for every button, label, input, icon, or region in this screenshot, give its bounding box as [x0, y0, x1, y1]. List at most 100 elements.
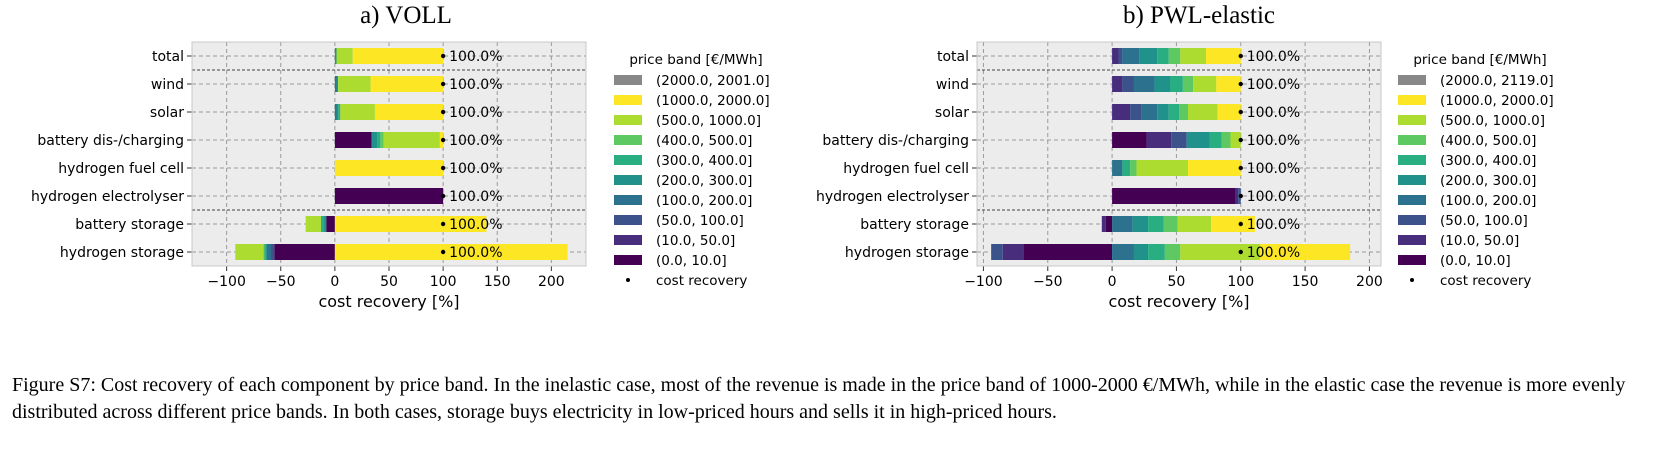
pa-bar-hydrogen-storage-band-5	[264, 244, 266, 260]
pb-bar-total-band-5	[1157, 48, 1169, 64]
pb-bar-hydrogen-storage-band-5	[1148, 244, 1165, 260]
pa-x-tick-label: 100	[430, 274, 457, 290]
pb-bar-solar-band-8	[1217, 104, 1241, 120]
pa-bar-hydrogen-storage-band-0	[274, 244, 335, 260]
pb-bar-solar-band-4	[1157, 104, 1169, 120]
pb-bar-wind-band-7	[1193, 76, 1217, 92]
pa-legend-entry: (200.0, 300.0]	[656, 173, 752, 189]
pa-bar-wind-band-4	[336, 76, 339, 92]
pb-legend-title: price band [€/MWh]	[1413, 52, 1546, 68]
pb-bar-battery-dis-charging-band-5	[1209, 132, 1222, 148]
pb-bar-battery-storage-band-7	[1177, 216, 1212, 232]
pb-bar-battery-dis-charging-band-4	[1186, 132, 1210, 148]
pb-legend-entry: (50.0, 100.0]	[1440, 213, 1528, 229]
pb-legend-entry: (500.0, 1000.0]	[1440, 113, 1545, 129]
pb-legend-entry: (1000.0, 2000.0]	[1440, 93, 1554, 109]
pb-bar-total-band-8	[1206, 48, 1241, 64]
pa-cost-recovery-marker	[440, 109, 446, 115]
pb-bar-hydrogen-storage-band-2	[991, 244, 1003, 260]
pb-cost-recovery-marker	[1238, 221, 1243, 227]
pa-legend-swatch	[614, 135, 642, 145]
pa-bar-hydrogen-fuel-cell-band-8	[334, 160, 444, 176]
panel-voll: −100 −50 0 50 100 150 200 total wind solar battery…	[31, 2, 770, 311]
pb-bar-hydrogen-fuel-cell-band-6	[1130, 160, 1137, 176]
pa-legend-entry: (10.0, 50.0]	[656, 233, 735, 249]
pa-category-label-solar: solar	[150, 105, 184, 121]
pa-bar-battery-storage-band-0	[326, 216, 335, 232]
pa-cost-recovery-marker	[440, 249, 446, 255]
pa-cost-recovery-label: 100.0%	[449, 245, 502, 261]
pb-legend-swatch	[1398, 95, 1426, 105]
pb-bar-battery-storage-band-0	[1105, 216, 1113, 232]
pb-bar-hydrogen-storage-band-0	[1023, 244, 1113, 260]
pa-cost-recovery-label: 100.0%	[449, 77, 502, 93]
pb-bar-wind-band-8	[1216, 76, 1241, 92]
pa-cost-recovery-marker	[440, 193, 446, 199]
pb-bar-hydrogen-storage-band-1	[1002, 244, 1024, 260]
pa-bar-battery-dis-charging-band-7	[383, 132, 440, 148]
pb-bar-solar-band-5	[1168, 104, 1179, 120]
pb-legend-swatch	[1398, 135, 1426, 145]
pb-legend-swatch	[1398, 215, 1426, 225]
pa-cost-recovery-marker	[440, 81, 446, 87]
pb-legend-swatch	[1398, 255, 1426, 265]
pb-cost-recovery-marker	[1238, 137, 1243, 143]
pa-bar-hydrogen-storage-band-8	[334, 244, 568, 260]
pb-bar-hydrogen-fuel-cell-band-5	[1122, 160, 1131, 176]
pa-bar-solar-band-4	[336, 104, 339, 120]
pa-x-tick-label: 150	[484, 274, 511, 290]
pa-bar-wind-band-7	[338, 76, 371, 92]
pa-bar-battery-dis-charging-band-4	[371, 132, 378, 148]
pb-bar-battery-storage-band-8	[1211, 216, 1255, 232]
pa-bar-battery-storage-band-8	[334, 216, 487, 232]
pb-bar-hydrogen-storage-band-4	[1133, 244, 1149, 260]
pa-bar-hydrogen-storage-band-2	[271, 244, 275, 260]
pb-bar-wind-band-3	[1133, 76, 1155, 92]
pa-bar-hydrogen-storage-band-4	[265, 244, 267, 260]
pb-x-tick-label: 150	[1292, 274, 1319, 290]
pb-cost-recovery-label: 100.0%	[1247, 105, 1300, 121]
pb-legend-swatch	[1398, 155, 1426, 165]
pa-legend-entry: (500.0, 1000.0]	[656, 113, 761, 129]
pb-bar-hydrogen-storage-band-8	[1260, 244, 1351, 260]
pa-bar-total-band-3	[334, 48, 336, 64]
pb-bar-wind-band-6	[1182, 76, 1194, 92]
pb-chart-title: b) PWL-elastic	[1123, 2, 1275, 29]
pa-legend-swatch	[614, 235, 642, 245]
pb-bar-hydrogen-fuel-cell-band-8	[1188, 160, 1241, 176]
pa-legend-swatch	[614, 195, 642, 205]
pa-legend-entry: (0.0, 10.0]	[656, 253, 727, 269]
pb-bar-solar-band-3	[1141, 104, 1158, 120]
figure-caption: Figure S7: Cost recovery of each compone…	[12, 374, 1626, 423]
pb-bar-battery-dis-charging-band-1	[1146, 132, 1172, 148]
pa-legend-entry: (2000.0, 2001.0]	[656, 73, 770, 89]
pa-legend-entry-cost-recovery: cost recovery	[656, 273, 747, 289]
pa-legend-swatch	[614, 155, 642, 165]
cost-recovery-figure: −100 −50 0 50 100 150 200 total wind solar battery…	[31, 2, 1554, 311]
pb-x-tick-label: −100	[964, 274, 1002, 290]
pb-bar-total-band-4	[1139, 48, 1158, 64]
pb-cost-recovery-marker	[1238, 53, 1243, 59]
pb-cost-recovery-label: 100.0%	[1247, 245, 1300, 261]
pa-bar-solar-band-7	[340, 104, 375, 120]
pa-legend-entry: (400.0, 500.0]	[656, 133, 752, 149]
pa-category-label-total: total	[152, 49, 184, 65]
pa-x-tick-label: 0	[330, 274, 339, 290]
pb-legend-entry: (100.0, 200.0]	[1440, 193, 1536, 209]
pb-category-label-hydrogen-storage: hydrogen storage	[845, 245, 969, 261]
pa-bar-solar-band-8	[374, 104, 444, 120]
pa-bar-battery-storage-band-4	[324, 216, 327, 232]
pb-bar-hydrogen-storage-band-3	[1112, 244, 1134, 260]
pb-legend-entry: (2000.0, 2119.0]	[1440, 73, 1554, 89]
pa-bar-hydrogen-storage-band-7	[235, 244, 264, 260]
pb-legend-entry: (10.0, 50.0]	[1440, 233, 1519, 249]
pb-bar-battery-storage-band-4	[1132, 216, 1149, 232]
pb-legend-swatch	[1398, 115, 1426, 125]
pa-legend-entry: (300.0, 400.0]	[656, 153, 752, 169]
pb-cost-recovery-marker	[1238, 165, 1243, 171]
pa-category-label-hydrogen-fuel-cell: hydrogen fuel cell	[58, 161, 184, 177]
pb-x-tick-label: 0	[1108, 274, 1117, 290]
pb-bar-wind-band-5	[1169, 76, 1183, 92]
pb-bar-solar-band-1	[1112, 104, 1131, 120]
pa-bar-wind-band-3	[334, 76, 337, 92]
